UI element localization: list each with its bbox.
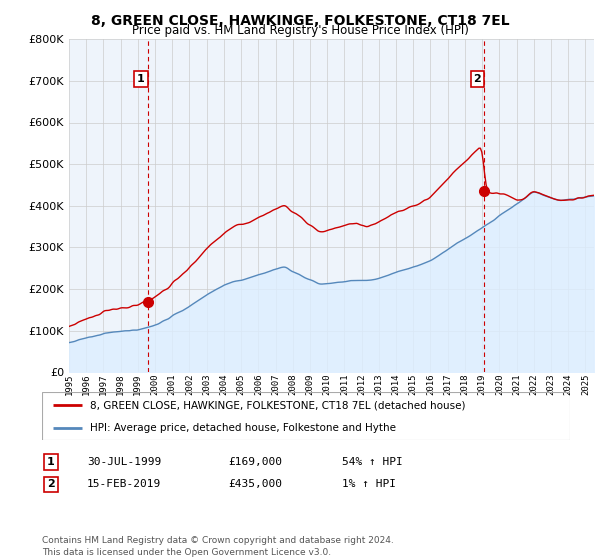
Text: 1% ↑ HPI: 1% ↑ HPI xyxy=(342,479,396,489)
Text: 8, GREEN CLOSE, HAWKINGE, FOLKESTONE, CT18 7EL (detached house): 8, GREEN CLOSE, HAWKINGE, FOLKESTONE, CT… xyxy=(89,400,465,410)
Text: Price paid vs. HM Land Registry's House Price Index (HPI): Price paid vs. HM Land Registry's House … xyxy=(131,24,469,37)
Text: 2: 2 xyxy=(47,479,55,489)
Text: Contains HM Land Registry data © Crown copyright and database right 2024.
This d: Contains HM Land Registry data © Crown c… xyxy=(42,536,394,557)
Text: 1: 1 xyxy=(137,74,145,84)
Text: 2: 2 xyxy=(473,74,481,84)
Text: 15-FEB-2019: 15-FEB-2019 xyxy=(87,479,161,489)
Text: £169,000: £169,000 xyxy=(228,457,282,467)
Text: 8, GREEN CLOSE, HAWKINGE, FOLKESTONE, CT18 7EL: 8, GREEN CLOSE, HAWKINGE, FOLKESTONE, CT… xyxy=(91,14,509,28)
Text: 54% ↑ HPI: 54% ↑ HPI xyxy=(342,457,403,467)
Text: HPI: Average price, detached house, Folkestone and Hythe: HPI: Average price, detached house, Folk… xyxy=(89,423,395,433)
Text: 30-JUL-1999: 30-JUL-1999 xyxy=(87,457,161,467)
Text: £435,000: £435,000 xyxy=(228,479,282,489)
Text: 1: 1 xyxy=(47,457,55,467)
